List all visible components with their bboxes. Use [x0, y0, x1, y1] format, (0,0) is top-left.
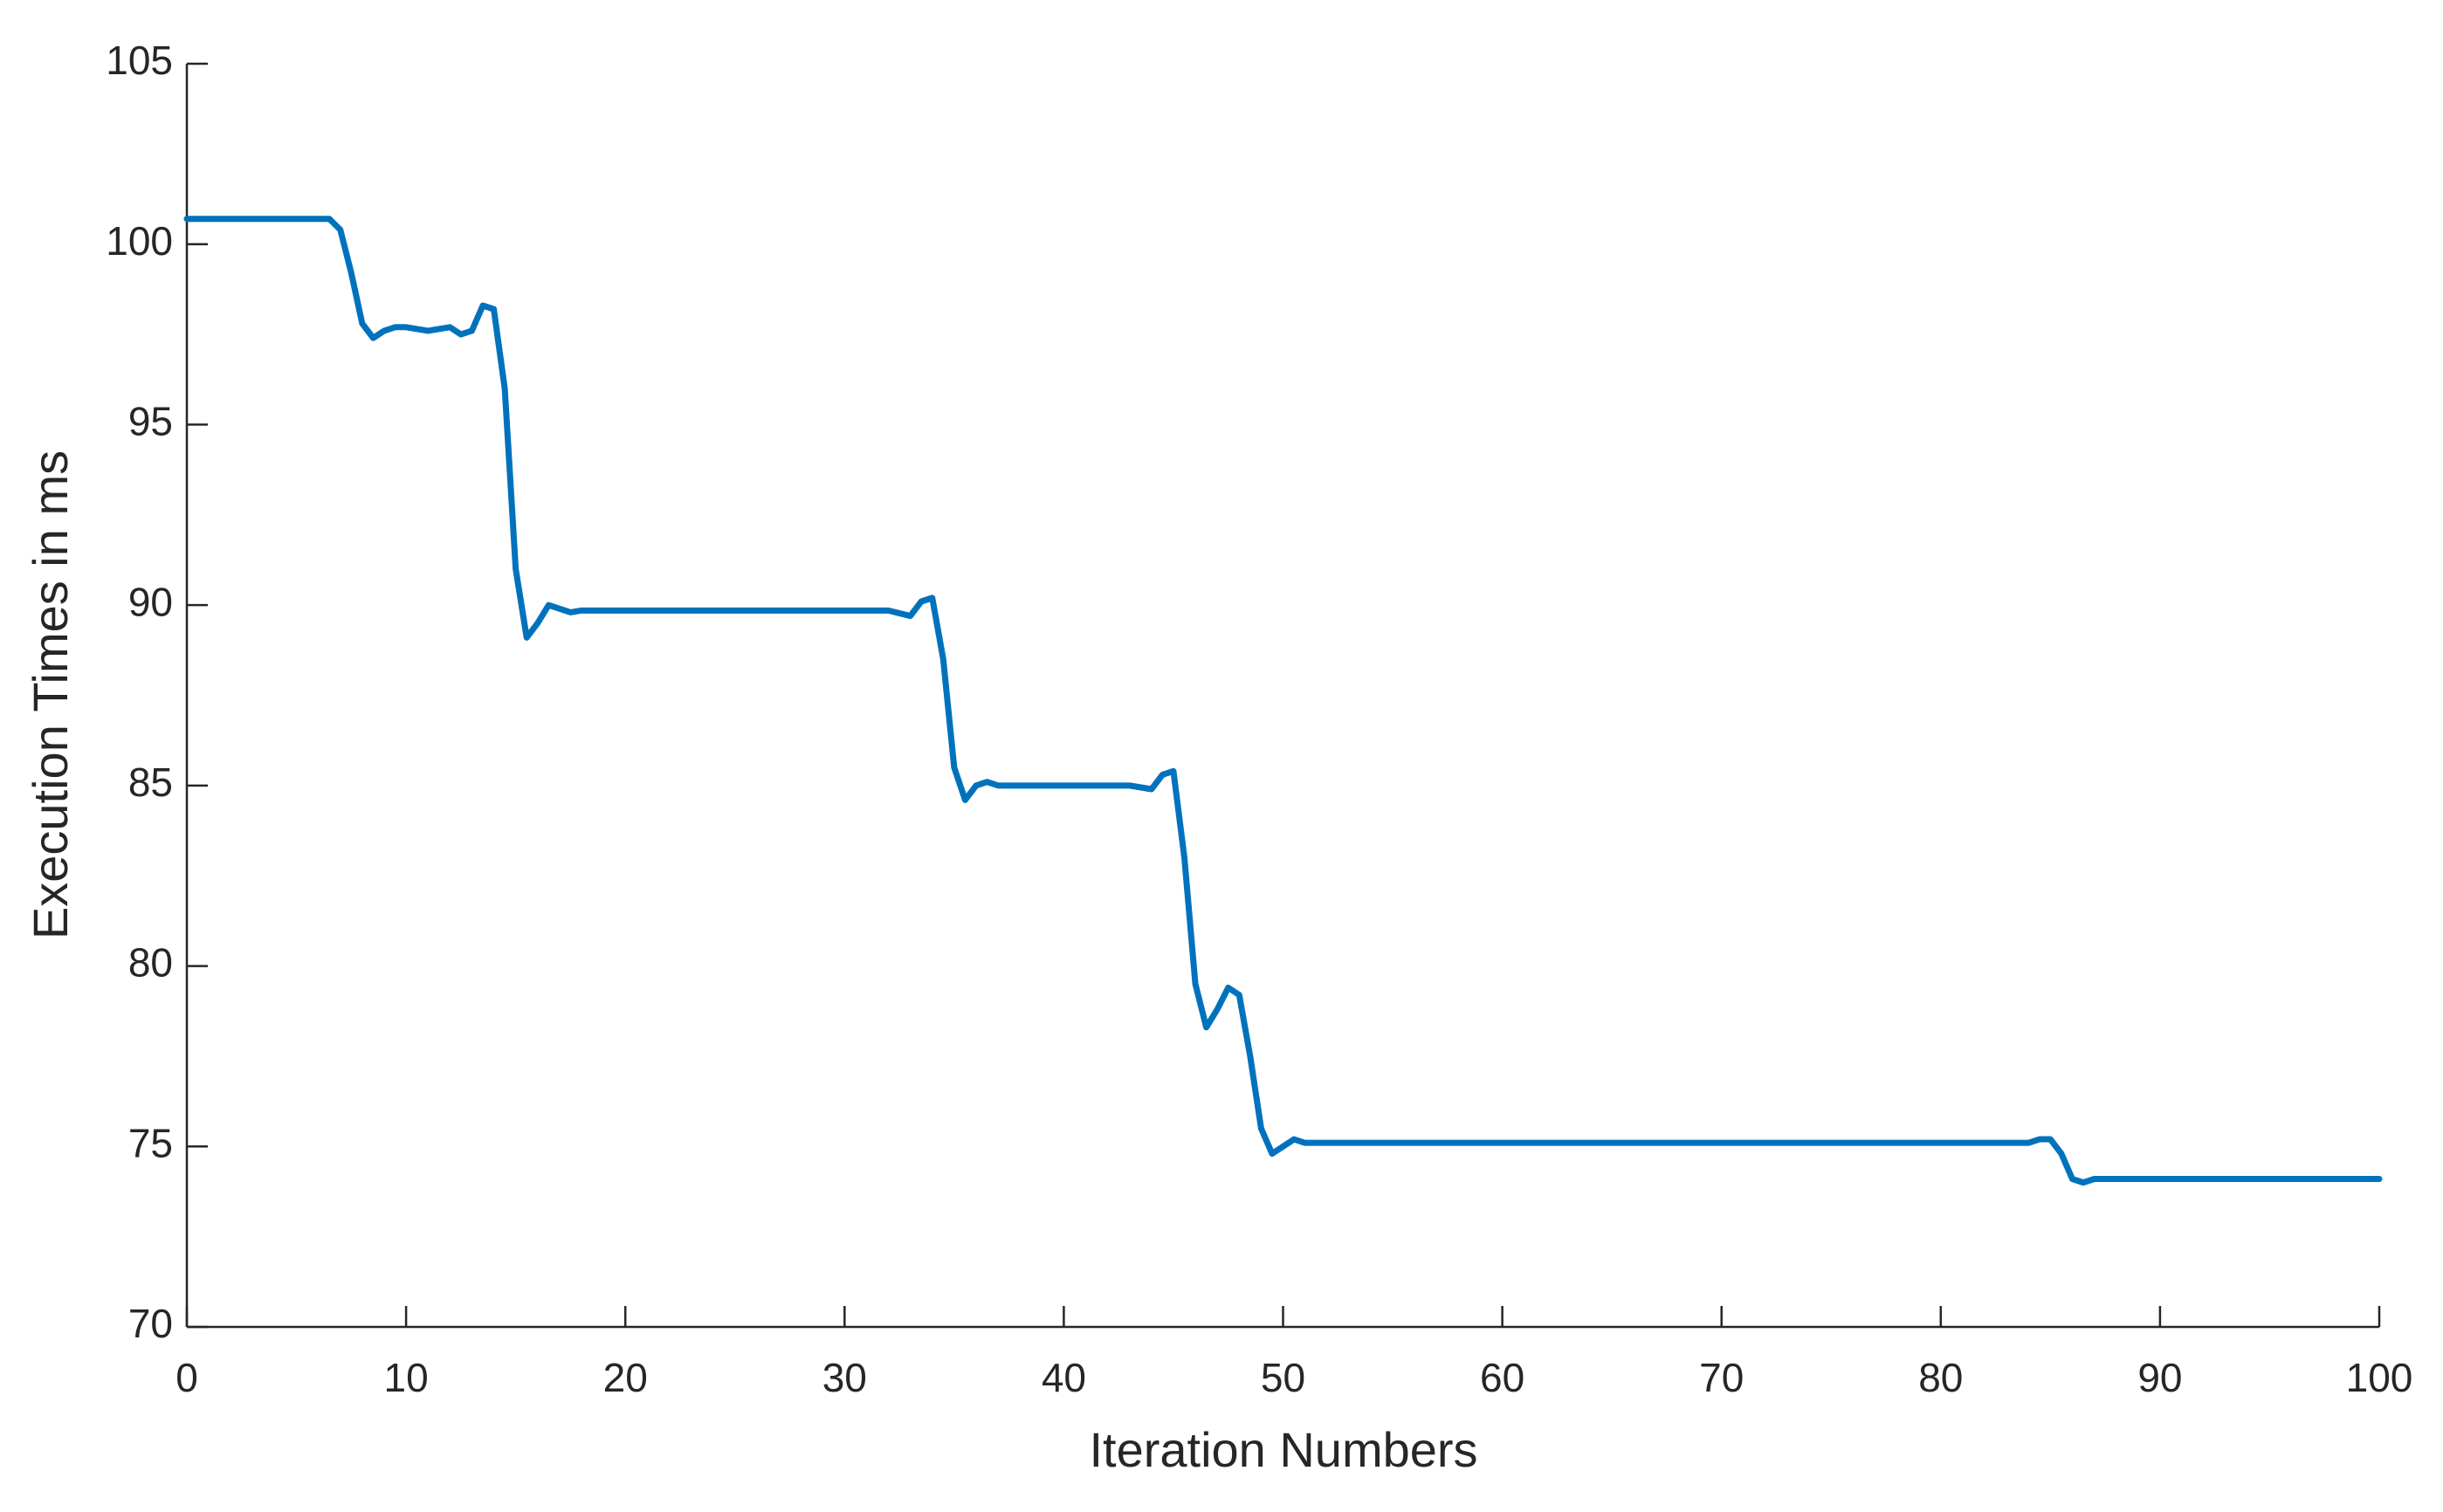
- data-line: [183, 216, 2383, 1186]
- y-tick-label: 95: [128, 399, 173, 444]
- x-axis-label: Iteration Numbers: [1089, 1422, 1477, 1477]
- x-tick-label: 30: [822, 1355, 867, 1400]
- y-axis-label: Execution Times in ms: [23, 450, 78, 939]
- y-tick-label: 80: [128, 940, 173, 986]
- x-tick-label: 10: [384, 1355, 429, 1400]
- x-tick-label: 60: [1480, 1355, 1524, 1400]
- x-tick-label: 100: [2346, 1355, 2413, 1400]
- y-tick-label: 100: [106, 218, 173, 264]
- x-tick-label: 0: [175, 1355, 198, 1400]
- x-tick-label: 50: [1261, 1355, 1305, 1400]
- x-tick-label: 40: [1042, 1355, 1086, 1400]
- x-tick-label: 80: [1918, 1355, 1963, 1400]
- y-tick-label: 90: [128, 579, 173, 624]
- y-tick-label: 75: [128, 1120, 173, 1165]
- x-tick-label: 90: [2137, 1355, 2182, 1400]
- x-tick-label: 70: [1699, 1355, 1744, 1400]
- x-tick-label: 20: [603, 1355, 648, 1400]
- y-tick-label: 105: [106, 38, 173, 83]
- y-tick-label: 85: [128, 759, 173, 805]
- y-tick-label: 70: [128, 1301, 173, 1346]
